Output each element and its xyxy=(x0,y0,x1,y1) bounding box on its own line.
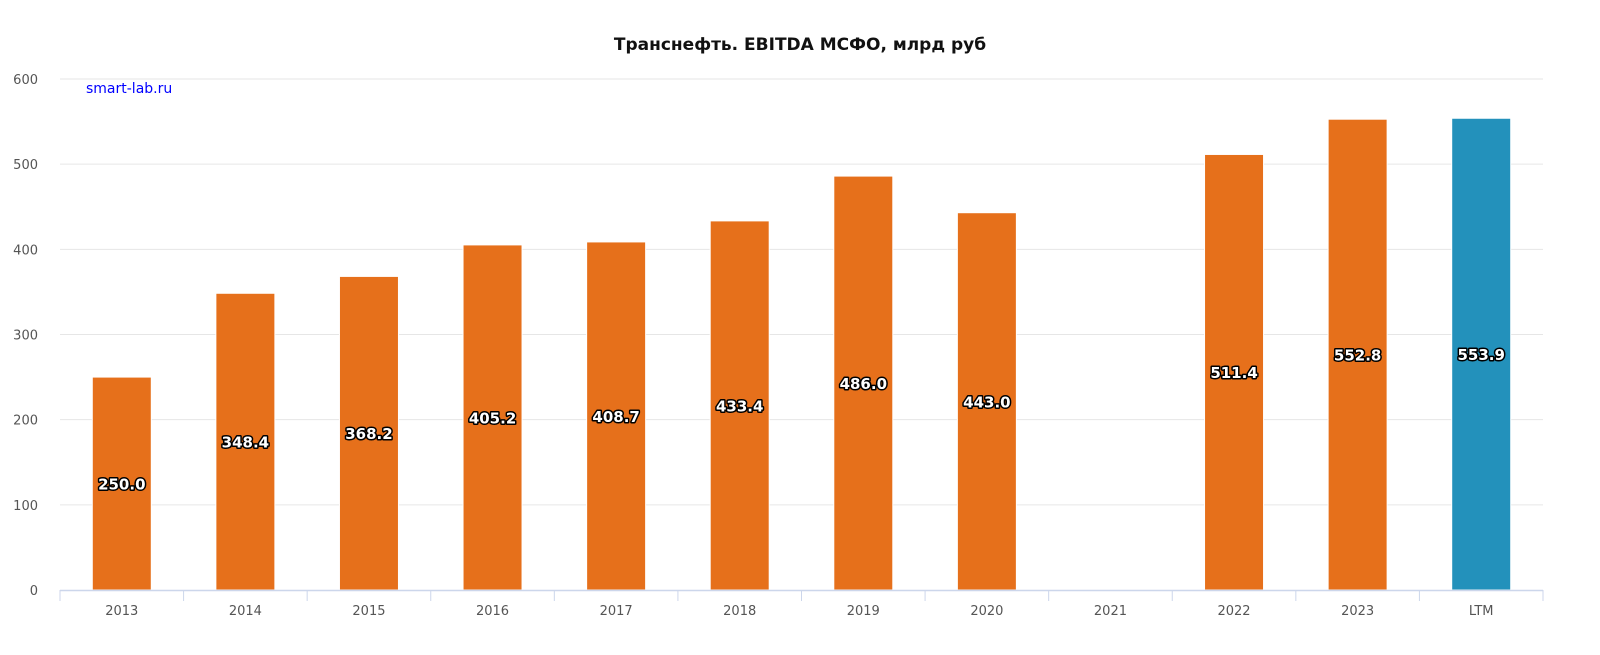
bar-2019[interactable] xyxy=(833,175,894,591)
y-tick-label: 400 xyxy=(13,243,38,258)
x-tick-label: 2020 xyxy=(970,604,1003,619)
y-axis: 0 100 200 300 400 500 600 xyxy=(13,73,38,599)
bar-2016[interactable] xyxy=(462,244,523,591)
y-tick-label: 100 xyxy=(13,499,38,514)
y-tick-label: 300 xyxy=(13,329,38,344)
y-tick-label: 0 xyxy=(30,584,38,599)
x-tick-label: 2018 xyxy=(723,604,756,619)
x-tick-label: 2017 xyxy=(600,604,633,619)
x-tick-label: 2016 xyxy=(476,604,509,619)
x-tick-label: 2015 xyxy=(352,604,385,619)
y-tick-label: 600 xyxy=(13,73,38,88)
chart-title: Транснефть. EBITDA МСФО, млрд руб xyxy=(614,35,986,55)
y-tick-label: 500 xyxy=(13,158,38,173)
x-tick-label: 2013 xyxy=(105,604,138,619)
y-tick-label: 200 xyxy=(13,414,38,429)
data-label-2014: 348.4 xyxy=(222,434,269,452)
data-label-2017: 408.7 xyxy=(592,408,639,426)
data-label-2023: 552.8 xyxy=(1334,347,1381,365)
data-label-2020: 443.0 xyxy=(963,393,1010,411)
data-label-2022: 511.4 xyxy=(1210,364,1257,382)
bar-2015[interactable] xyxy=(338,275,399,591)
data-label-2015: 368.2 xyxy=(345,425,392,443)
data-label-2013: 250.0 xyxy=(98,476,145,494)
data-labels: 250.0 348.4 368.2 405.2 408.7 433.4 486.0 443.0… xyxy=(97,345,1507,495)
x-tick-label: 2023 xyxy=(1341,604,1374,619)
data-label-2019: 486.0 xyxy=(840,375,887,393)
bar-2014[interactable] xyxy=(215,292,276,591)
bar-2023[interactable] xyxy=(1327,118,1388,591)
data-label-2018: 433.4 xyxy=(716,397,763,415)
data-label-2016: 405.2 xyxy=(469,409,516,427)
bars xyxy=(91,117,1512,591)
x-tick-label: LTM xyxy=(1469,604,1494,619)
bar-2020[interactable] xyxy=(956,212,1017,591)
x-tick-label: 2022 xyxy=(1217,604,1250,619)
x-axis: 2013 2014 2015 2016 2017 2018 2019 2020 2021 2022… xyxy=(59,589,1544,619)
data-label-LTM: 553.9 xyxy=(1457,346,1504,364)
x-tick-label: 2014 xyxy=(229,604,262,619)
gridlines xyxy=(60,78,1543,506)
bar-2017[interactable] xyxy=(586,241,647,591)
x-tick-label: 2021 xyxy=(1094,604,1127,619)
x-tick-label: 2019 xyxy=(847,604,880,619)
watermark-smart-lab[interactable]: smart-lab.ru xyxy=(86,81,172,97)
bar-2018[interactable] xyxy=(709,220,770,591)
bar-LTM[interactable] xyxy=(1451,117,1512,591)
